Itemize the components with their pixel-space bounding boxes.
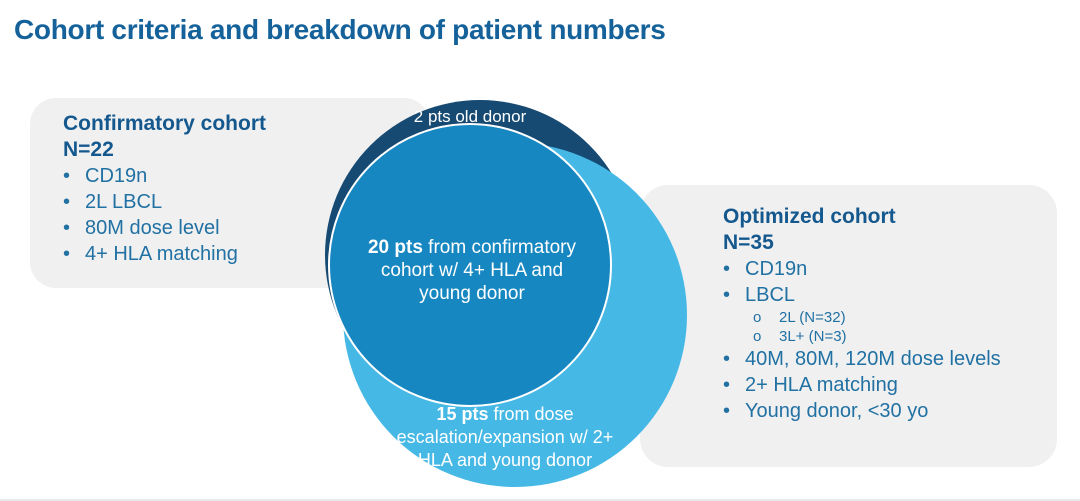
list-item-label: CD19n [85,165,148,187]
list-item: • 2+ HLA matching [723,372,1043,398]
list-item: • 4+ HLA matching [63,241,403,267]
label-line: 20 pts from confirmatory [347,236,597,259]
label-text: from confirmatory [422,237,576,258]
patient-count: 15 pts [436,404,489,424]
optimized-cohort-n: N=35 [723,231,774,254]
list-item-label: 4+ HLA matching [85,243,238,265]
old-donor-label: 2 pts old donor [413,107,527,126]
bullet-icon: • [723,374,731,396]
dose-escalation-label: 15 pts from dose escalation/expansion w/… [380,403,630,472]
label-line: escalation/expansion w/ 2+ [396,427,614,447]
list-item: • 80M dose level [63,215,403,241]
list-item-label: Young donor, <30 yo [745,400,929,422]
label-text: from dose [488,404,574,424]
label-line: 15 pts from dose [380,403,630,426]
list-item-label: LBCL [745,284,796,306]
list-item-label: 2+ HLA matching [745,374,898,396]
sub-list-item-label: 3L+ (N=3) [779,328,847,345]
bullet-icon: • [63,165,71,187]
bullet-icon: • [723,400,731,422]
label-line: cohort w/ 4+ HLA and [380,260,564,281]
sub-list-item-label: 2L (N=32) [779,309,846,326]
circle-bullet-icon: o [753,328,762,345]
list-item: • CD19n [63,163,403,189]
list-item: • 40M, 80M, 120M dose levels [723,346,1043,372]
page-title: Cohort criteria and breakdown of patient… [14,14,666,45]
bullet-icon: • [63,191,71,213]
slide-bottom-edge [0,499,1080,501]
bullet-icon: • [723,258,731,280]
confirmatory-cohort-heading: Confirmatory cohort [63,112,267,135]
list-item: • 2L LBCL [63,189,403,215]
label-line: HLA and young donor [417,450,593,470]
list-item: • Young donor, <30 yo [723,398,1043,424]
list-item-label: 2L LBCL [85,191,163,213]
patient-count: 20 pts [367,237,423,258]
optimized-cohort-box: Optimized cohort N=35 • CD19n • LBCL o 2L (… [640,185,1057,467]
sub-list-item: o 2L (N=32) [723,308,1043,327]
bullet-icon: • [723,284,731,306]
optimized-cohort-content: Optimized cohort N=35 • CD19n • LBCL o 2L (… [723,204,1043,424]
confirmatory-overlap-label: 20 pts from confirmatory cohort w/ 4+ HL… [347,236,597,305]
optimized-cohort-heading: Optimized cohort [723,205,896,228]
list-item-label: 40M, 80M, 120M dose levels [745,348,1001,370]
list-item-label: 80M dose level [85,217,220,239]
confirmatory-cohort-n: N=22 [63,138,114,161]
list-item-label: CD19n [745,258,808,280]
sub-list-item: o 3L+ (N=3) [723,327,1043,346]
list-item: • LBCL [723,282,1043,308]
bullet-icon: • [723,348,731,370]
list-item: • CD19n [723,256,1043,282]
confirmatory-cohort-content: Confirmatory cohort N=22 • CD19n • 2L LBCL… [63,111,403,267]
circle-bullet-icon: o [753,309,762,326]
bullet-icon: • [63,243,71,265]
label-line: young donor [419,283,525,304]
bullet-icon: • [63,217,71,239]
confirmatory-overlap-circle [328,123,612,407]
